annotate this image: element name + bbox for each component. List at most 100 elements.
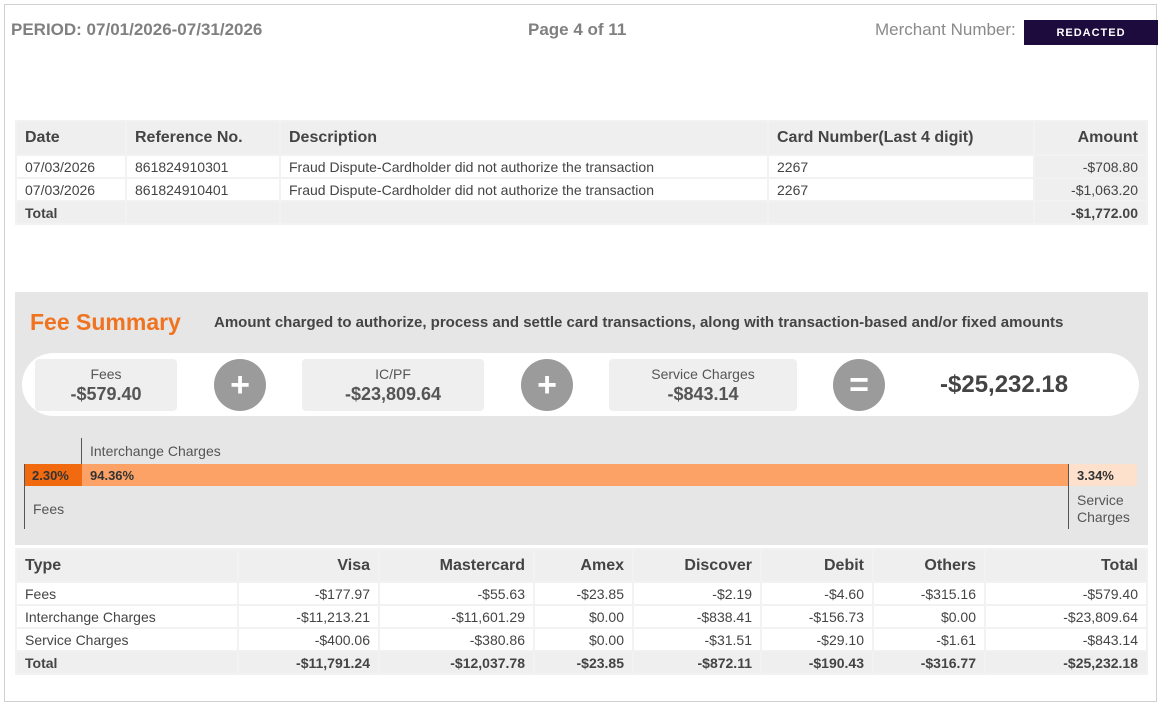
statement-period: PERIOD: 07/01/2026-07/31/2026 [11, 20, 263, 39]
cell-date: 07/03/2026 [17, 179, 125, 200]
cell-debit: -$4.60 [762, 583, 872, 604]
cell-amount: -$1,063.20 [1035, 179, 1146, 200]
column-header-visa: Visa [239, 550, 378, 581]
page-number: Page 4 of 11 [528, 20, 627, 39]
column-header-others: Others [874, 550, 984, 581]
cell-type: Interchange Charges [17, 606, 237, 627]
total-label: Total [17, 652, 237, 673]
fee-type-table: Type Visa Mastercard Amex Discover Debit… [15, 548, 1148, 675]
fees-share-pct: 2.30% [32, 467, 69, 483]
service-charges-box: Service Charges -$843.14 [609, 359, 797, 411]
column-header-type: Type [17, 550, 237, 581]
total-discover: -$872.11 [634, 652, 760, 673]
cell-discover: -$838.41 [634, 606, 760, 627]
service-charges-box-label: Service Charges [651, 366, 755, 382]
icpf-box-value: -$23,809.64 [344, 384, 442, 404]
column-header-date: Date [17, 122, 125, 154]
cell-visa: -$11,213.21 [239, 606, 378, 627]
service-share-bar: 3.34% [1069, 464, 1137, 486]
cell-others: -$315.16 [874, 583, 984, 604]
total-others: -$316.77 [874, 652, 984, 673]
total-debit: -$190.43 [762, 652, 872, 673]
icpf-box: IC/PF -$23,809.64 [302, 359, 484, 411]
total-label: Total [17, 202, 125, 223]
cell-total: -$579.40 [986, 583, 1146, 604]
service-bar-label-line2: Charges [1077, 509, 1130, 525]
fees-box-value: -$579.40 [70, 384, 142, 404]
cell-description: Fraud Dispute-Cardholder did not authori… [281, 179, 767, 200]
service-bar-label: Service Charges [1077, 492, 1130, 526]
fee-summary-description: Amount charged to authorize, process and… [214, 314, 1064, 331]
cell-discover: -$2.19 [634, 583, 760, 604]
cell-mastercard: -$380.86 [380, 629, 533, 650]
cell-discover: -$31.51 [634, 629, 760, 650]
cell-type: Service Charges [17, 629, 237, 650]
total-amount: -$1,772.00 [1035, 202, 1146, 223]
icpf-box-label: IC/PF [375, 366, 411, 382]
service-charges-box-value: -$843.14 [667, 384, 739, 404]
redacted-merchant-number: REDACTED [1024, 20, 1158, 45]
column-header-total: Total [986, 550, 1146, 581]
fees-share-bar: 2.30% [24, 464, 82, 486]
column-header-description: Description [281, 122, 767, 154]
interchange-share-bar: 94.36% [82, 464, 1069, 486]
cell-mastercard: -$55.63 [380, 583, 533, 604]
column-header-card-number: Card Number(Last 4 digit) [769, 122, 1033, 154]
column-header-mastercard: Mastercard [380, 550, 533, 581]
table-header-row: Type Visa Mastercard Amex Discover Debit… [17, 550, 1146, 581]
cell-amex: $0.00 [535, 606, 632, 627]
service-bar-label-line1: Service [1077, 492, 1124, 508]
equals-icon: = [833, 359, 885, 411]
column-header-debit: Debit [762, 550, 872, 581]
total-mastercard: -$12,037.78 [380, 652, 533, 673]
cell-mastercard: -$11,601.29 [380, 606, 533, 627]
cell-debit: -$156.73 [762, 606, 872, 627]
fees-box-label: Fees [90, 366, 122, 382]
fee-equation: Fees -$579.40 + IC/PF -$23,809.64 + Serv… [22, 353, 1139, 416]
total-amex: -$23.85 [535, 652, 632, 673]
table-row: Fees -$177.97 -$55.63 -$23.85 -$2.19 -$4… [17, 583, 1146, 604]
total-row: Total -$1,772.00 [17, 202, 1146, 223]
column-header-reference: Reference No. [127, 122, 279, 154]
column-header-amount: Amount [1035, 122, 1146, 154]
cell-description: Fraud Dispute-Cardholder did not authori… [281, 156, 767, 177]
service-marker-line [1068, 464, 1069, 529]
table-row: 07/03/2026 861824910301 Fraud Dispute-Ca… [17, 156, 1146, 177]
cell-amex: -$23.85 [535, 583, 632, 604]
cell-date: 07/03/2026 [17, 156, 125, 177]
cell-reference: 861824910401 [127, 179, 279, 200]
table-header-row: Date Reference No. Description Card Numb… [17, 122, 1146, 154]
statement-page [4, 4, 1157, 702]
cell-type: Fees [17, 583, 237, 604]
fee-summary-title: Fee Summary [30, 309, 181, 335]
interchange-marker-line [81, 438, 82, 486]
cell-visa: -$400.06 [239, 629, 378, 650]
merchant-number-label: Merchant Number: [875, 20, 1016, 39]
service-share-pct: 3.34% [1077, 467, 1114, 483]
fee-grand-total: -$25,232.18 [940, 371, 1069, 398]
cell-total: -$843.14 [986, 629, 1146, 650]
table-row: Service Charges -$400.06 -$380.86 $0.00 … [17, 629, 1146, 650]
cell-visa: -$177.97 [239, 583, 378, 604]
cell-card-number: 2267 [769, 179, 1033, 200]
total-visa: -$11,791.24 [239, 652, 378, 673]
cell-others: $0.00 [874, 606, 984, 627]
interchange-charges-label: Interchange Charges [90, 443, 221, 459]
cell-others: -$1.61 [874, 629, 984, 650]
transactions-table: Date Reference No. Description Card Numb… [15, 120, 1148, 225]
cell-reference: 861824910301 [127, 156, 279, 177]
cell-card-number: 2267 [769, 156, 1033, 177]
cell-amex: $0.00 [535, 629, 632, 650]
column-header-amex: Amex [535, 550, 632, 581]
fees-box: Fees -$579.40 [35, 359, 177, 411]
cell-total: -$23,809.64 [986, 606, 1146, 627]
table-row: 07/03/2026 861824910401 Fraud Dispute-Ca… [17, 179, 1146, 200]
plus-icon: + [521, 359, 573, 411]
interchange-share-pct: 94.36% [90, 467, 135, 483]
fees-bar-label: Fees [33, 501, 65, 517]
total-row: Total -$11,791.24 -$12,037.78 -$23.85 -$… [17, 652, 1146, 673]
fee-summary-panel: Fee Summary Amount charged to authorize,… [15, 292, 1148, 545]
column-header-discover: Discover [634, 550, 760, 581]
table-row: Interchange Charges -$11,213.21 -$11,601… [17, 606, 1146, 627]
cell-amount: -$708.80 [1035, 156, 1146, 177]
